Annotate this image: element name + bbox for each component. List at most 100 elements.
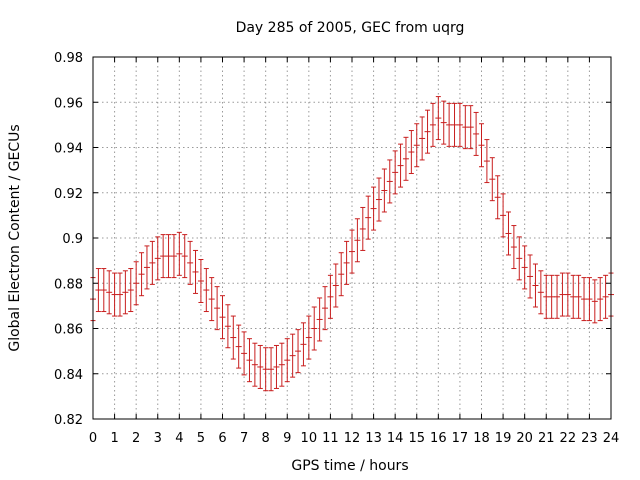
data-point [338, 252, 345, 297]
data-point [143, 245, 150, 290]
data-point [381, 168, 388, 213]
data-point [510, 225, 517, 270]
x-tick-label: 12 [344, 431, 361, 446]
data-point [203, 268, 210, 313]
x-tick-label: 22 [560, 431, 577, 446]
data-point [478, 123, 485, 168]
data-point [370, 186, 377, 231]
data-point [122, 270, 129, 315]
data-point [100, 268, 107, 313]
x-tick-label: 10 [301, 431, 318, 446]
data-point [284, 338, 291, 383]
data-point [349, 229, 355, 274]
data-point [273, 344, 280, 389]
y-tick-label: 0.84 [54, 368, 83, 383]
data-point [95, 268, 102, 313]
data-point [575, 274, 582, 319]
data-point [375, 177, 382, 222]
data-point [106, 270, 113, 315]
data-point [548, 274, 555, 319]
y-tick-label: 0.86 [54, 323, 83, 338]
x-tick-label: 24 [603, 431, 620, 446]
data-point [219, 295, 226, 340]
data-point [160, 234, 167, 279]
data-point [111, 272, 118, 317]
data-point [467, 105, 474, 150]
data-point [564, 272, 571, 317]
data-point [322, 286, 329, 331]
y-axis-label: Global Electron Content / GECUs [7, 124, 23, 351]
data-point [446, 102, 453, 147]
data-point [305, 315, 312, 360]
data-point [505, 211, 512, 256]
data-point [257, 344, 264, 389]
tick-label-layer: 0 1 2 3 4 5 6 7 8 9 10 11 12 13 14 15 16 17 18 19 20 21 22 23 24… [54, 51, 619, 446]
x-tick-label: 15 [408, 431, 425, 446]
data-point [300, 322, 307, 367]
x-tick-label: 7 [240, 431, 248, 446]
data-point [138, 252, 145, 297]
data-point [170, 234, 177, 279]
data-point [532, 263, 539, 308]
data-point [554, 274, 561, 319]
data-point [397, 143, 404, 188]
x-axis-label: GPS time / hours [291, 458, 408, 474]
x-tick-label: 4 [175, 431, 183, 446]
data-point [435, 96, 442, 141]
x-tick-label: 9 [283, 431, 291, 446]
x-tick-label: 5 [197, 431, 205, 446]
data-point [197, 258, 204, 303]
data-point [116, 272, 123, 317]
data-layer [90, 96, 614, 392]
x-tick-label: 18 [473, 431, 490, 446]
y-tick-label: 0.96 [54, 96, 83, 111]
data-point [602, 274, 609, 319]
data-point [462, 105, 469, 150]
x-tick-label: 6 [218, 431, 226, 446]
data-point [586, 277, 593, 322]
y-tick-label: 0.82 [54, 413, 83, 428]
data-point [456, 102, 463, 147]
data-point [278, 342, 285, 387]
data-point [392, 150, 399, 195]
y-tick-label: 0.98 [54, 51, 83, 66]
data-point [235, 324, 242, 369]
data-point [289, 333, 296, 378]
data-point [241, 331, 248, 376]
data-point [402, 136, 409, 181]
data-point [187, 240, 194, 285]
data-point [527, 254, 534, 299]
data-point [419, 116, 426, 161]
data-point [230, 315, 237, 360]
data-point [214, 286, 221, 331]
y-tick-label: 0.9 [62, 232, 83, 247]
y-tick-label: 0.94 [54, 142, 83, 157]
x-tick-label: 3 [154, 431, 162, 446]
data-point [149, 240, 156, 285]
data-point [262, 347, 269, 392]
data-point [332, 263, 339, 308]
data-point [154, 236, 161, 281]
data-point [494, 175, 501, 220]
x-tick-label: 21 [538, 431, 555, 446]
data-point [224, 304, 231, 349]
data-point [192, 249, 199, 294]
data-point [559, 272, 566, 317]
data-point [127, 268, 134, 313]
data-point [473, 111, 480, 156]
data-point [165, 234, 172, 279]
x-tick-label: 0 [89, 431, 97, 446]
data-point [359, 206, 366, 251]
x-tick-label: 23 [581, 431, 598, 446]
data-point [246, 338, 253, 383]
x-tick-label: 14 [387, 431, 404, 446]
data-point [440, 100, 447, 145]
data-point [343, 240, 350, 285]
data-point [327, 274, 334, 319]
chart-title: Day 285 of 2005, GEC from uqrg [236, 20, 465, 36]
x-tick-label: 19 [495, 431, 512, 446]
data-point [295, 329, 302, 374]
x-tick-label: 17 [452, 431, 469, 446]
data-point [597, 277, 604, 322]
